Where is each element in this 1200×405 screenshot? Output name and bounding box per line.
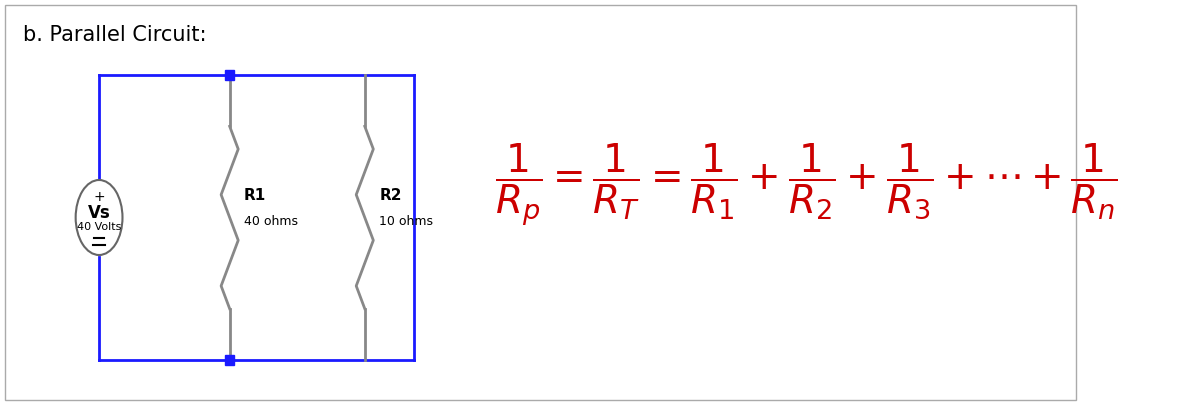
Text: $\dfrac{1}{R_p} = \dfrac{1}{R_T} = \dfrac{1}{R_1} + \dfrac{1}{R_2} + \dfrac{1}{R: $\dfrac{1}{R_p} = \dfrac{1}{R_T} = \dfra… <box>496 142 1118 228</box>
Text: b. Parallel Circuit:: b. Parallel Circuit: <box>23 25 206 45</box>
Text: 10 ohms: 10 ohms <box>379 215 433 228</box>
Text: Vs: Vs <box>88 203 110 222</box>
Bar <box>226 355 234 365</box>
Text: R1: R1 <box>244 188 266 203</box>
Text: +: + <box>94 190 104 205</box>
Bar <box>226 70 234 80</box>
Text: 40 ohms: 40 ohms <box>244 215 298 228</box>
Text: R2: R2 <box>379 188 402 203</box>
Text: 40 Volts: 40 Volts <box>77 222 121 232</box>
FancyBboxPatch shape <box>5 5 1076 400</box>
